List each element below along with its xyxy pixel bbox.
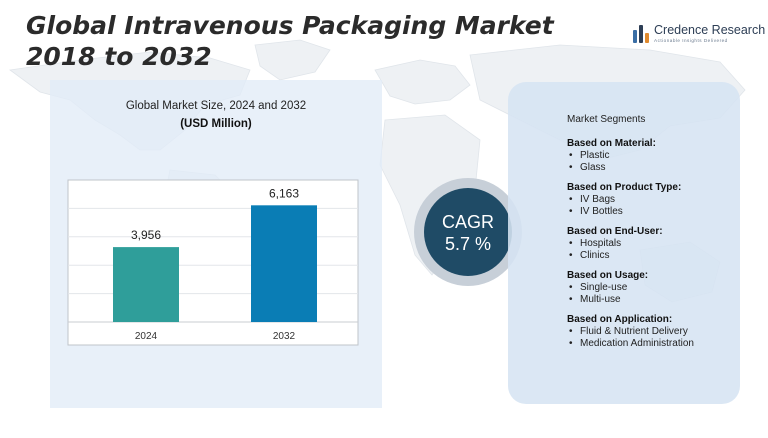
bullet-icon: •	[569, 338, 573, 349]
segment-item-label: IV Bags	[580, 194, 616, 205]
segment-item-label: Glass	[580, 162, 606, 173]
segment-item: • Glass	[567, 162, 767, 174]
segment-group: Based on Application: • Fluid & Nutrient D…	[567, 314, 767, 350]
segment-item-label: Single-use	[580, 282, 628, 293]
bullet-icon: •	[569, 194, 573, 205]
segment-item-label: Clinics	[580, 250, 610, 261]
segment-group: Based on Usage: • Single-use • Multi-use	[567, 270, 767, 306]
bullet-icon: •	[569, 282, 573, 293]
data-label-2032: 6,163	[269, 186, 299, 200]
brand-logo: Credence Research Actionable Insights De…	[632, 22, 766, 46]
x-tick-label-2024: 2024	[135, 331, 158, 342]
page-title: Global Intravenous Packaging Market 2018…	[26, 11, 554, 71]
segment-group: Based on Product Type: • IV Bags • IV Bottle…	[567, 182, 767, 218]
bullet-icon: •	[569, 326, 573, 337]
market-segments-list: Market Segments Based on Material: • Plast…	[567, 114, 767, 358]
logo-tagline: Actionable Insights Delivered	[654, 38, 728, 43]
segment-item: • Clinics	[567, 250, 767, 262]
segments-heading: Market Segments	[567, 114, 646, 125]
segment-item: • IV Bags	[567, 194, 767, 206]
bar-2032	[251, 205, 317, 322]
bullet-icon: •	[569, 162, 573, 173]
segment-group-title: Based on Product Type:	[567, 182, 682, 193]
market-size-bar-chart: 3,956 2024 6,163 2032	[67, 179, 359, 346]
greenland-shape	[254, 39, 331, 81]
bullet-icon: •	[569, 294, 573, 305]
bullet-icon: •	[569, 150, 573, 161]
segment-item: • IV Bottles	[567, 206, 767, 218]
segment-group: Based on Material: • Plastic • Glass	[567, 138, 767, 174]
segment-item: • Hospitals	[567, 238, 767, 250]
bar-chart-logo-icon	[633, 25, 649, 43]
segment-item-label: Multi-use	[580, 294, 621, 305]
cagr-label: CAGR	[441, 212, 494, 232]
bar-2024	[113, 247, 179, 322]
chart-unit-label: (USD Million)	[180, 118, 252, 130]
market-segments-panel	[508, 82, 740, 404]
europe-shape	[374, 59, 471, 105]
segment-group-title: Based on Usage:	[567, 270, 649, 281]
segment-group-title: Based on Application:	[567, 314, 673, 325]
segment-group-title: Based on Material:	[567, 138, 656, 149]
segment-item: • Medication Administration	[567, 338, 767, 350]
segment-item: • Plastic	[567, 150, 767, 162]
bullet-icon: •	[569, 206, 573, 217]
cagr-value: 5.7 %	[444, 234, 492, 254]
segment-item: • Fluid & Nutrient Delivery	[567, 326, 767, 338]
x-tick-label-2032: 2032	[273, 331, 296, 342]
logo-name: Credence Research	[654, 23, 766, 37]
segment-group: Based on End-User: • Hospitals • Clinics	[567, 226, 767, 262]
chart-title: Global Market Size, 2024 and 2032	[125, 100, 307, 112]
bullet-icon: •	[569, 238, 573, 249]
segment-item-label: IV Bottles	[580, 206, 623, 217]
segment-item: • Single-use	[567, 282, 767, 294]
segment-item-label: Fluid & Nutrient Delivery	[580, 326, 688, 337]
cagr-badge: CAGR 5.7 %	[424, 188, 512, 276]
segment-item: • Multi-use	[567, 294, 767, 306]
segment-group-title: Based on End-User:	[567, 226, 663, 237]
segment-item-label: Plastic	[580, 150, 610, 161]
segment-item-label: Hospitals	[580, 238, 622, 249]
bullet-icon: •	[569, 250, 573, 261]
segment-item-label: Medication Administration	[580, 338, 694, 349]
data-label-2024: 3,956	[131, 228, 161, 242]
